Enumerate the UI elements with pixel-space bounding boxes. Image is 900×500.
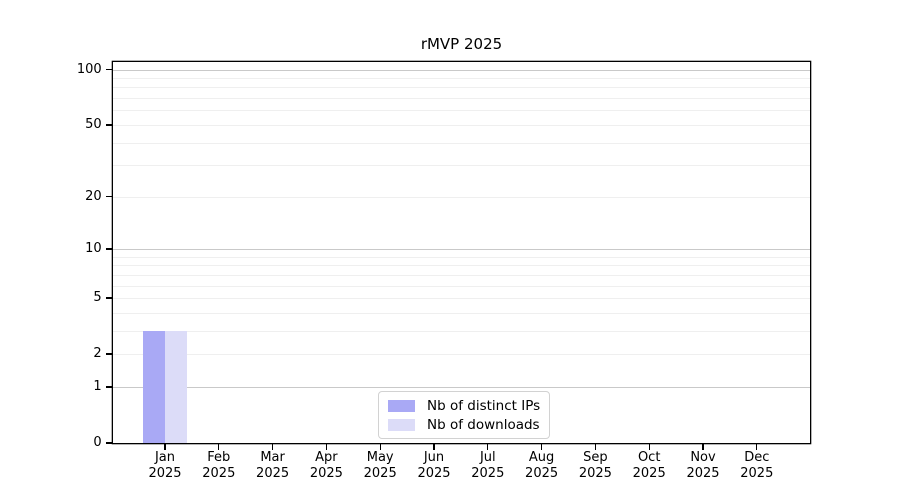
y-tick-label: 1 — [93, 378, 102, 394]
x-tick-label-line: 2025 — [686, 466, 720, 481]
x-tick — [702, 444, 704, 451]
gridline-minor — [113, 98, 810, 100]
x-tick — [648, 444, 650, 451]
gridline-minor — [113, 256, 810, 258]
gridline-minor — [113, 274, 810, 276]
legend-swatch — [388, 418, 415, 431]
y-tick — [105, 353, 112, 355]
legend-label: Nb of distinct IPs — [427, 397, 541, 414]
x-tick — [594, 444, 597, 451]
gridline-minor — [113, 78, 810, 80]
x-tick-label: Jan 2025 — [134, 450, 196, 482]
y-tick — [105, 297, 112, 299]
x-tick-label: Jun 2025 — [403, 450, 465, 482]
legend-item-distinct-ips: Nb of distinct IPs — [388, 396, 540, 415]
x-tick-label: Jul 2025 — [457, 450, 519, 482]
y-tick-label: 5 — [93, 290, 102, 306]
x-tick-label: Aug 2025 — [511, 450, 573, 482]
x-tick-label: Feb 2025 — [188, 450, 250, 482]
x-tick — [325, 444, 328, 451]
gridline-minor — [113, 165, 810, 167]
gridline-minor — [113, 110, 810, 112]
gridline-minor — [113, 265, 810, 267]
x-tick-label: Dec 2025 — [726, 450, 788, 482]
x-tick-label-line: Aug — [528, 450, 555, 465]
x-tick-label-line: 2025 — [202, 466, 236, 481]
x-tick-label-line: 2025 — [740, 466, 774, 481]
gridline-minor — [113, 312, 810, 314]
x-tick — [379, 444, 381, 451]
x-tick-label: Apr 2025 — [295, 450, 357, 482]
x-tick — [756, 444, 758, 451]
x-tick-label-line: Nov — [690, 450, 716, 465]
gridline-minor — [113, 285, 810, 287]
x-tick-label-line: 2025 — [632, 466, 666, 481]
legend: Nb of distinct IPs Nb of downloads — [378, 391, 551, 439]
gridline-minor — [113, 87, 810, 89]
x-tick-label: Mar 2025 — [242, 450, 304, 482]
x-tick-label-line: 2025 — [309, 466, 343, 481]
y-tick-label: 0 — [93, 435, 102, 450]
x-tick — [540, 444, 543, 451]
gridline-minor — [113, 298, 810, 300]
bar — [143, 330, 165, 443]
x-tick-label-line: Jan — [154, 450, 176, 465]
x-tick — [271, 444, 274, 451]
gridline-major — [113, 386, 810, 388]
x-tick-label: Sep 2025 — [564, 450, 626, 482]
gridline-minor — [113, 354, 810, 356]
x-tick-label-line: 2025 — [525, 466, 559, 481]
x-tick-label: Nov 2025 — [672, 450, 734, 482]
x-tick-label-line: 2025 — [471, 466, 505, 481]
x-tick — [218, 444, 220, 451]
y-tick — [105, 386, 112, 388]
y-tick-label: 20 — [85, 188, 102, 204]
legend-item-downloads: Nb of downloads — [388, 415, 540, 434]
y-tick-label: 2 — [93, 346, 102, 362]
x-tick-label-line: Feb — [207, 450, 231, 465]
x-tick-label-line: Oct — [637, 450, 661, 465]
x-tick-label-line: 2025 — [256, 466, 290, 481]
y-tick-label: 10 — [85, 241, 102, 256]
y-tick — [105, 124, 112, 126]
bar — [165, 330, 187, 443]
gridline-minor — [113, 330, 810, 332]
x-tick-label-line: Apr — [315, 450, 338, 465]
gridline-minor — [113, 124, 810, 126]
x-tick — [487, 444, 489, 451]
x-tick-label-line: Jul — [479, 450, 496, 465]
x-tick-label-line: Dec — [744, 450, 770, 465]
gridline-minor — [113, 196, 810, 198]
y-tick — [105, 442, 112, 444]
x-tick-label-line: 2025 — [148, 466, 182, 481]
x-tick — [164, 444, 166, 451]
gridline-major — [113, 249, 810, 250]
x-tick — [433, 444, 435, 451]
x-tick-label-line: Sep — [583, 450, 608, 465]
x-tick-label: May 2025 — [349, 450, 411, 482]
y-tick-label: 50 — [85, 116, 102, 132]
x-tick-label-line: 2025 — [578, 466, 612, 481]
x-tick-label-line: Jun — [423, 450, 445, 465]
gridline-major — [113, 69, 810, 71]
chart-title: rMVP 2025 — [420, 35, 503, 53]
y-tick — [105, 68, 112, 71]
x-tick-label-line: May — [366, 450, 394, 465]
x-tick-label-line: Mar — [260, 450, 285, 465]
y-tick — [105, 248, 112, 250]
y-tick — [105, 196, 112, 198]
legend-label: Nb of downloads — [427, 416, 540, 433]
legend-swatch — [388, 399, 415, 412]
gridline-minor — [113, 142, 810, 144]
plot-area — [113, 62, 810, 443]
x-tick-label-line: 2025 — [363, 466, 397, 481]
y-tick-label: 100 — [76, 61, 102, 77]
x-tick-label: Oct 2025 — [618, 450, 680, 482]
x-tick-label-line: 2025 — [417, 466, 451, 481]
